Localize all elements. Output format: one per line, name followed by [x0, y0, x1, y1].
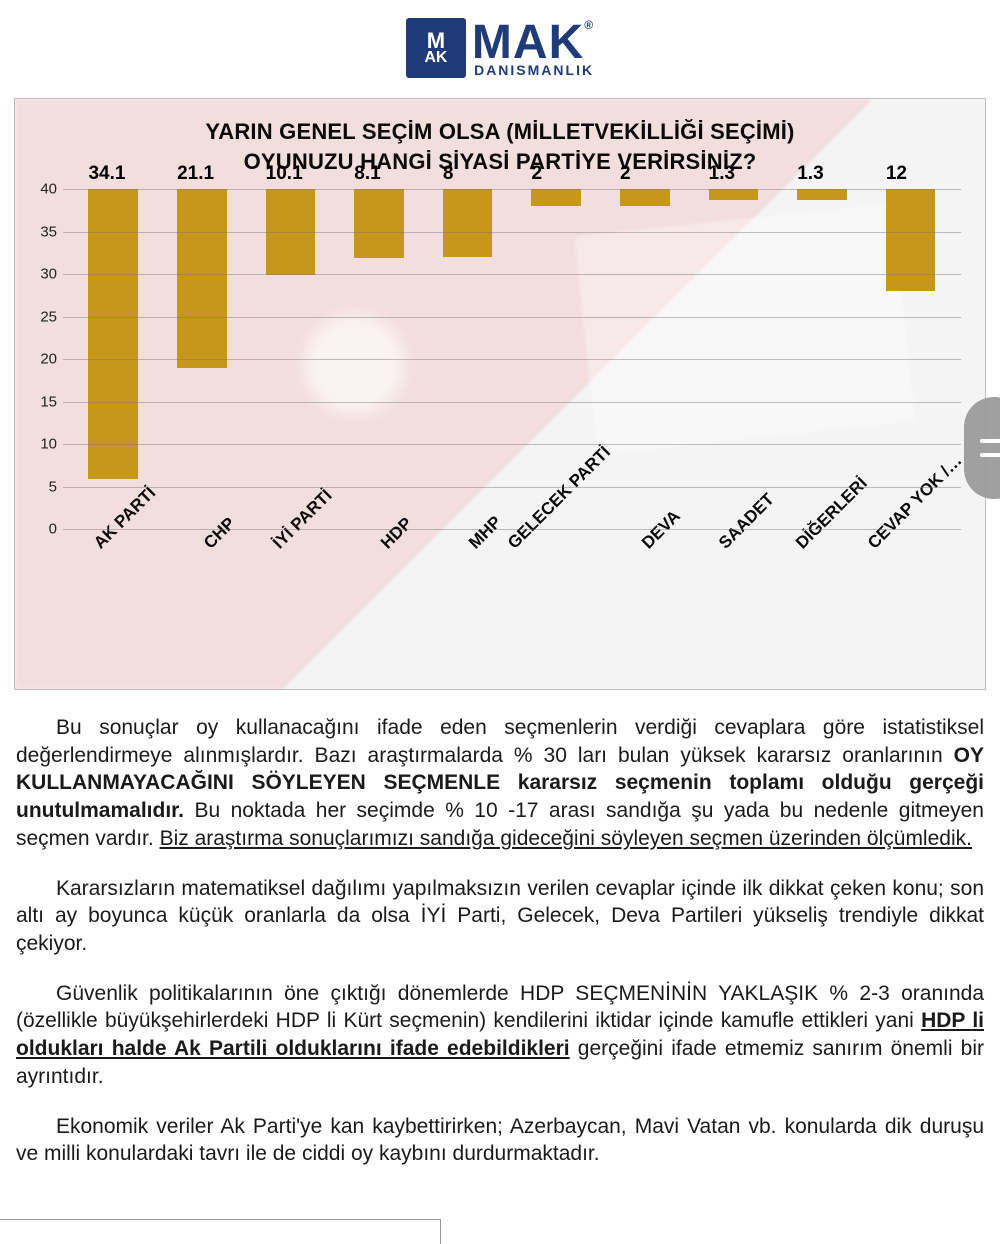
gridline [63, 529, 961, 530]
p1-underline: Biz araştırma sonuçlarımızı sandığa gide… [160, 827, 972, 850]
logo-mark-top: M [427, 31, 445, 51]
bar: 8 [443, 189, 493, 257]
side-handle-line [980, 453, 1000, 457]
bar-value-label: 10.1 [266, 163, 303, 185]
bar-value-label: 8 [443, 163, 454, 185]
bar: 2 [531, 189, 581, 206]
gridline [63, 402, 961, 403]
bar-value-label: 12 [886, 163, 907, 185]
logo: M AK MAK® DANISMANLIK [406, 18, 594, 78]
bar: 8.1 [354, 189, 404, 258]
bar-value-label: 8.1 [354, 163, 380, 185]
bottom-border-div [440, 1220, 443, 1244]
chart-title: YARIN GENEL SEÇİM OLSA (MİLLETVEKİLLİĞİ … [15, 99, 985, 176]
paragraph-2: Kararsızların matematiksel dağılımı yapı… [16, 875, 984, 958]
paragraph-1: Bu sonuçlar oy kullanacağını ifade eden … [16, 714, 984, 853]
bar-value-label: 2 [531, 163, 542, 185]
bar-value-label: 21.1 [177, 163, 214, 185]
y-axis-tick: 20 [29, 351, 57, 368]
gridline [63, 232, 961, 233]
bar-value-label: 2 [620, 163, 631, 185]
y-axis-tick: 10 [29, 436, 57, 453]
bar: 1.3 [709, 189, 759, 200]
bottom-border-left [0, 1219, 441, 1244]
gridline [63, 317, 961, 318]
logo-registered: ® [584, 18, 594, 32]
bar: 1.3 [797, 189, 847, 200]
bar: 2 [620, 189, 670, 206]
body-text: Bu sonuçlar oy kullanacağını ifade eden … [16, 714, 984, 1168]
logo-mark: M AK [406, 18, 466, 78]
chart-container: YARIN GENEL SEÇİM OLSA (MİLLETVEKİLLİĞİ … [14, 98, 986, 690]
gridline [63, 274, 961, 275]
logo-mark-bottom: AK [424, 51, 447, 65]
paragraph-3: Güvenlik politikalarının öne çıktığı dön… [16, 980, 984, 1091]
p3-a: Güvenlik politikalarının öne çıktığı dön… [16, 982, 984, 1033]
logo-area: M AK MAK® DANISMANLIK [0, 0, 1000, 78]
gridline [63, 444, 961, 445]
side-handle-line [980, 439, 1000, 443]
bar-value-label: 1.3 [797, 163, 823, 185]
y-axis-tick: 25 [29, 308, 57, 325]
chart-title-line2: OYUNUZU HANGİ SİYASİ PARTİYE VERİRSİNİZ? [244, 149, 757, 174]
gridline [63, 487, 961, 488]
side-handle[interactable] [964, 397, 1000, 499]
y-axis-tick: 5 [29, 478, 57, 495]
y-axis-tick: 30 [29, 266, 57, 283]
bar-value-label: 1.3 [709, 163, 735, 185]
logo-main-text: MAK [472, 16, 584, 69]
paragraph-4: Ekonomik veriler Ak Parti'ye kan kaybett… [16, 1113, 984, 1168]
logo-main: MAK® [472, 19, 594, 67]
y-axis-tick: 15 [29, 393, 57, 410]
y-axis-tick: 0 [29, 521, 57, 538]
gridline [63, 359, 961, 360]
y-axis-tick: 35 [29, 223, 57, 240]
logo-text: MAK® DANISMANLIK [472, 19, 594, 77]
bar: 21.1 [177, 189, 227, 368]
bar-value-label: 34.1 [88, 163, 125, 185]
y-axis-tick: 40 [29, 181, 57, 198]
p1-a: Bu sonuçlar oy kullanacağını ifade eden … [16, 716, 984, 767]
gridline [63, 189, 961, 190]
chart-title-line1: YARIN GENEL SEÇİM OLSA (MİLLETVEKİLLİĞİ … [205, 119, 794, 144]
chart-plot-area: 34.1AK PARTİ21.1CHP10.1İYİ PARTİ8.1HDP8M… [63, 189, 961, 529]
bar: 12 [886, 189, 936, 291]
